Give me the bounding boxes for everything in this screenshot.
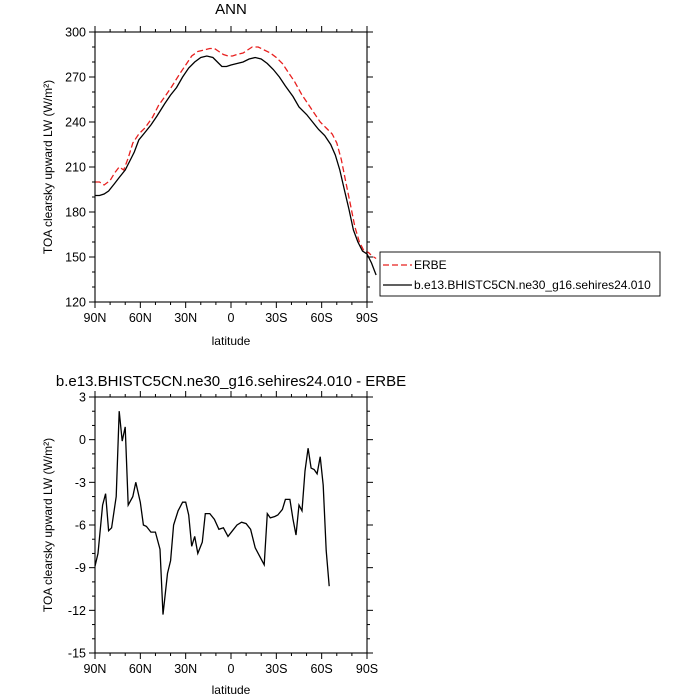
y-tick-label-top: 300: [65, 26, 86, 40]
series-line-bottom-0: [94, 411, 330, 615]
x-tick-label-top: 0: [228, 311, 235, 325]
y-tick-label-top: 270: [65, 71, 86, 85]
series-line-top-1: [95, 55, 377, 276]
chart-title-bottom: b.e13.BHISTC5CN.ne30_g16.sehires24.010 -…: [56, 373, 406, 390]
x-tick-label-top: 60N: [129, 311, 152, 325]
x-axis-label-bottom: latitude: [212, 683, 251, 697]
legend-label-model: b.e13.BHISTC5CN.ne30_g16.sehires24.010: [414, 278, 651, 292]
x-tick-label-bottom: 0: [228, 662, 235, 676]
y-tick-label-bottom: 3: [79, 391, 86, 405]
x-tick-label-top: 90N: [84, 311, 107, 325]
x-tick-label-bottom: 60N: [129, 662, 152, 676]
y-tick-label-bottom: 0: [79, 433, 86, 447]
y-axis-label-top: TOA clearsky upward LW (W/m²): [41, 80, 55, 254]
y-tick-label-bottom: -15: [68, 647, 86, 661]
y-tick-label-top: 210: [65, 161, 86, 175]
x-tick-label-bottom: 90S: [356, 662, 378, 676]
panel-bottom: b.e13.BHISTC5CN.ne30_g16.sehires24.010 -…: [41, 373, 406, 697]
chart-title-top: ANN: [215, 1, 247, 18]
y-tick-label-bottom: -6: [75, 519, 86, 533]
y-tick-label-bottom: -3: [75, 476, 86, 490]
x-tick-label-top: 30S: [265, 311, 287, 325]
x-tick-label-top: 90S: [356, 311, 378, 325]
y-tick-label-bottom: -12: [68, 604, 86, 618]
legend: ERBE b.e13.BHISTC5CN.ne30_g16.sehires24.…: [379, 251, 661, 297]
y-axis-label-bottom: TOA clearsky upward LW (W/m²): [41, 438, 55, 612]
y-tick-label-top: 240: [65, 116, 86, 130]
x-tick-label-top: 30N: [174, 311, 197, 325]
legend-box: [379, 251, 661, 297]
x-tick-label-top: 60S: [311, 311, 333, 325]
y-tick-label-top: 150: [65, 251, 86, 265]
y-tick-label-top: 180: [65, 206, 86, 220]
legend-label-erbe: ERBE: [414, 258, 447, 272]
y-tick-label-bottom: -9: [75, 561, 86, 575]
x-tick-label-bottom: 30S: [265, 662, 287, 676]
plot-frame-top: [94, 31, 368, 303]
panel-top: ANN 120 150 180 210 240 270 300 90N 60N 30N 0 30S 60…: [41, 1, 378, 348]
y-tick-label-top: 120: [65, 296, 86, 310]
plot-frame-bottom: [94, 396, 368, 654]
x-tick-label-bottom: 30N: [174, 662, 197, 676]
x-axis-label-top: latitude: [212, 334, 251, 348]
x-tick-label-bottom: 60S: [311, 662, 333, 676]
series-line-top-0: [95, 46, 377, 260]
x-tick-label-bottom: 90N: [84, 662, 107, 676]
